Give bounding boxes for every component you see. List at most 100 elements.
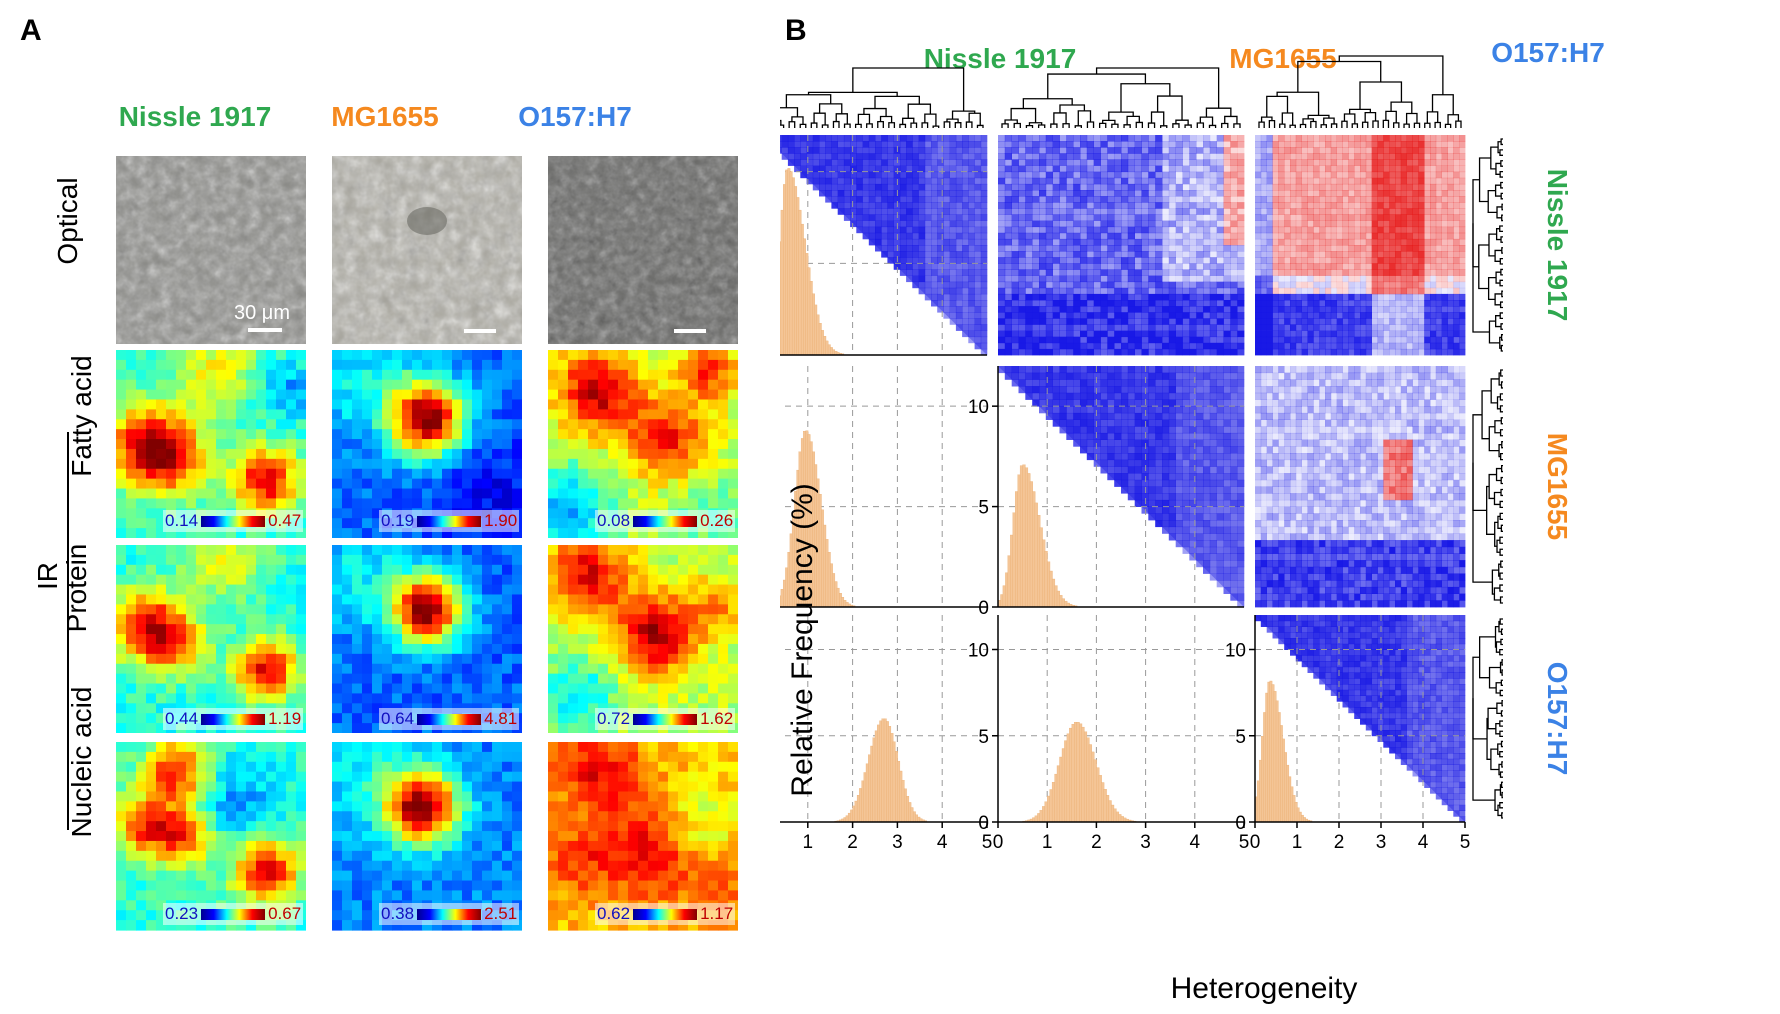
corr-cell xyxy=(1121,245,1129,252)
heat-cell xyxy=(472,653,483,665)
heat-cell xyxy=(728,478,738,490)
heat-cell xyxy=(276,369,287,381)
heat-cell xyxy=(256,761,267,773)
heat-cell xyxy=(186,751,197,763)
heat-cell xyxy=(698,614,709,625)
heat-cell xyxy=(548,439,559,450)
corr-cell xyxy=(1093,177,1101,185)
corr-cell xyxy=(1127,287,1135,295)
heat-cell xyxy=(628,742,639,753)
heat-cell xyxy=(286,683,297,695)
heat-cell xyxy=(608,761,619,773)
heat-cell xyxy=(382,771,393,783)
heat-cell xyxy=(588,369,599,381)
heat-cell xyxy=(638,409,649,420)
strain-label-o157: O157:H7 xyxy=(518,101,632,132)
heat-cell xyxy=(432,528,443,538)
corr-cell xyxy=(1011,177,1019,185)
heat-cell xyxy=(608,840,619,852)
heat-cell xyxy=(568,723,579,733)
heat-cell xyxy=(462,781,473,793)
heat-cell xyxy=(548,801,559,812)
heat-cell xyxy=(618,771,629,783)
heat-cell xyxy=(146,900,157,911)
heat-cell xyxy=(492,389,503,401)
corr-cell xyxy=(1093,171,1101,179)
corr-cell xyxy=(1086,275,1094,283)
heat-cell xyxy=(206,860,217,872)
dendrogram-link xyxy=(1150,111,1165,126)
corr-cell xyxy=(949,226,957,234)
heat-cell xyxy=(482,468,493,480)
corr-cell xyxy=(924,263,932,270)
heat-cell xyxy=(332,781,343,793)
corr-cell xyxy=(875,196,882,203)
corr-cell xyxy=(1114,171,1122,179)
heat-cell xyxy=(246,478,257,490)
heat-cell xyxy=(382,673,393,685)
heat-cell xyxy=(286,634,297,645)
corr-cell xyxy=(980,293,988,301)
heat-cell xyxy=(678,653,689,665)
corr-cell xyxy=(949,312,957,319)
corr-cell xyxy=(1073,159,1081,166)
corr-cell xyxy=(875,177,882,185)
heat-cell xyxy=(372,761,383,773)
heat-cell xyxy=(568,850,579,862)
corr-cell xyxy=(875,183,882,191)
corr-cell xyxy=(837,171,845,179)
heat-cell xyxy=(332,458,343,470)
dendrogram-link xyxy=(1095,67,1220,109)
heat-cell xyxy=(462,643,473,655)
corr-cell xyxy=(980,324,988,331)
heat-cell xyxy=(472,429,483,440)
heat-cell xyxy=(186,673,197,685)
corr-cell xyxy=(1025,190,1033,197)
corr-cell xyxy=(1073,226,1081,234)
corr-cell xyxy=(998,226,1006,234)
heat-cell xyxy=(246,498,257,509)
heat-cell xyxy=(492,811,503,822)
heat-cell xyxy=(412,429,423,440)
corr-cell xyxy=(1052,177,1060,185)
heat-cell xyxy=(442,693,453,704)
corr-cell xyxy=(980,135,988,142)
heat-cell xyxy=(276,663,287,675)
corr-cell xyxy=(868,226,876,234)
heat-cell xyxy=(266,821,277,832)
heat-cell xyxy=(698,781,709,793)
heat-cell xyxy=(492,554,503,566)
dendrogram-link xyxy=(1495,467,1502,482)
corr-cell xyxy=(831,190,838,197)
heat-cell xyxy=(688,409,699,420)
heat-cell xyxy=(618,468,629,480)
heat-cell xyxy=(286,429,297,440)
heat-cell xyxy=(186,821,197,832)
heat-cell xyxy=(266,369,277,381)
corr-cell xyxy=(1066,293,1074,301)
heat-cell xyxy=(588,604,599,615)
heat-cell xyxy=(186,624,197,635)
heat-cell xyxy=(332,498,343,509)
heat-cell xyxy=(186,920,197,931)
corr-cell xyxy=(875,165,882,173)
corr-cell xyxy=(955,183,963,191)
corr-cell xyxy=(1032,238,1040,246)
dendrogram-link xyxy=(1490,748,1500,771)
corr-cell xyxy=(906,159,913,166)
heat-cell xyxy=(432,643,443,655)
corr-cell xyxy=(1059,293,1067,301)
heat-cell xyxy=(442,860,453,872)
corr-cell xyxy=(899,153,907,160)
corr-cell xyxy=(1018,208,1026,215)
corr-cell xyxy=(1066,269,1074,276)
heat-cell xyxy=(638,369,649,381)
heat-cell xyxy=(588,634,599,645)
heat-cell xyxy=(176,624,187,635)
corr-cell xyxy=(862,220,870,228)
heat-cell xyxy=(176,663,187,675)
heat-cell xyxy=(412,821,423,832)
heat-cell xyxy=(136,468,147,480)
heat-cell xyxy=(116,518,127,529)
heat-cell xyxy=(422,498,433,509)
